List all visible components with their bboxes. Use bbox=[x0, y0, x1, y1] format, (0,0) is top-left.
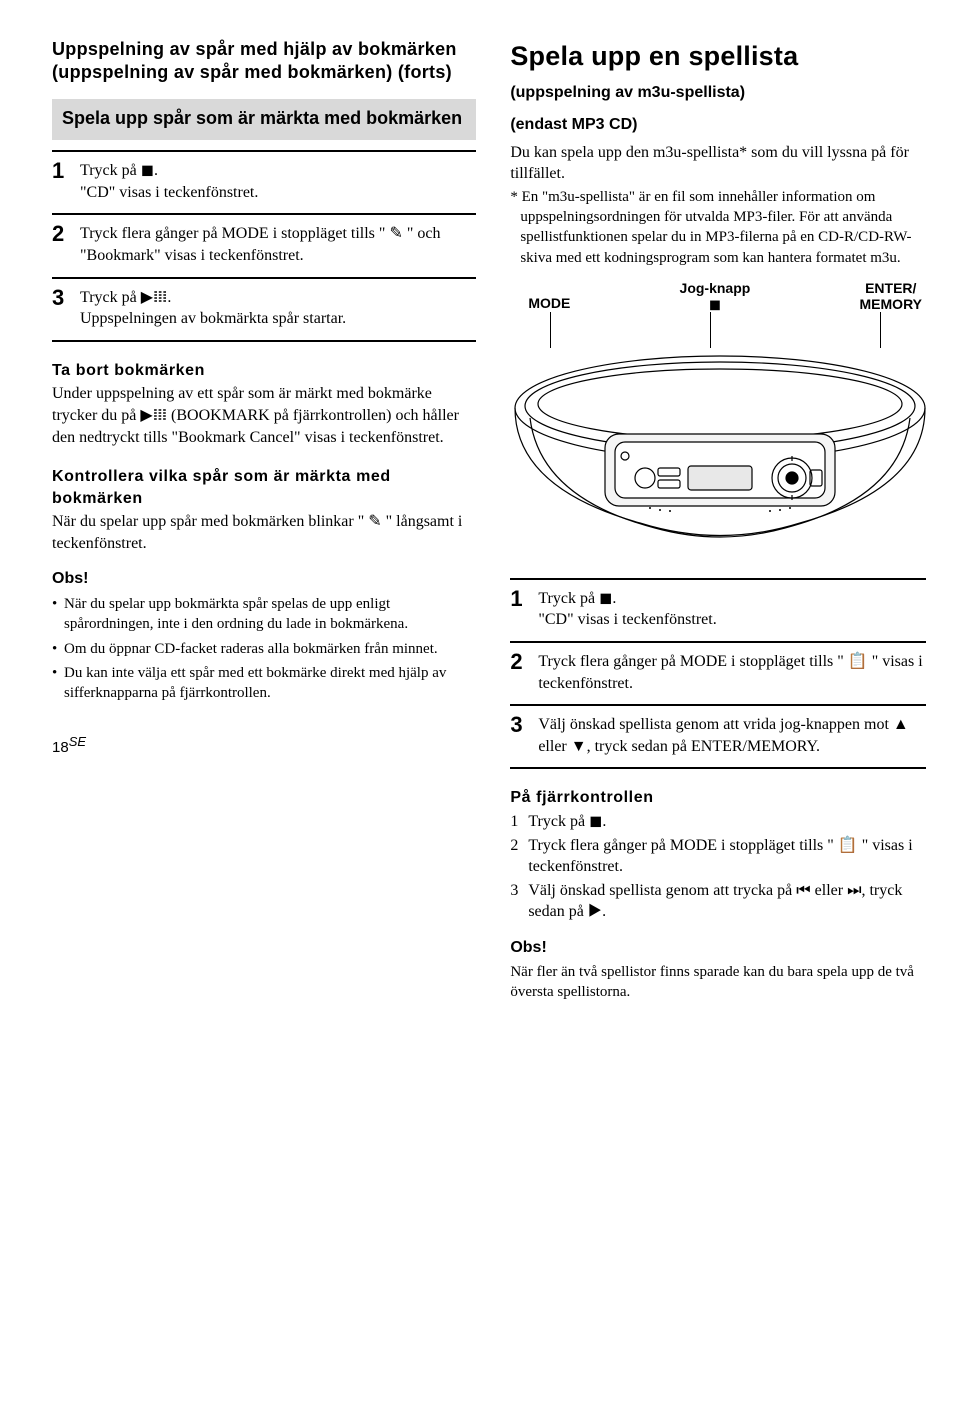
page-footer: 18SE bbox=[52, 733, 476, 758]
remote-step: 1Tryck på ◼. bbox=[510, 811, 926, 833]
step-item: Välj önskad spellista genom att vrida jo… bbox=[510, 706, 926, 769]
step-item: Tryck på ◼. "CD" visas i teckenfönstret. bbox=[52, 150, 476, 215]
page-suffix: SE bbox=[69, 734, 86, 749]
step-text: Tryck på ◼. "CD" visas i teckenfönstret. bbox=[80, 160, 476, 203]
obs-item: Du kan inte välja ett spår med ett bokmä… bbox=[52, 663, 476, 704]
step-item: Tryck på ◼. "CD" visas i teckenfönstret. bbox=[510, 578, 926, 643]
label-mode: MODE bbox=[528, 280, 570, 312]
step-text: Tryck flera gånger på MODE i stoppläget … bbox=[80, 223, 476, 266]
intro-para: Du kan spela upp den m3u-spellista* som … bbox=[510, 142, 926, 185]
step-text: Välj önskad spellista genom att vrida jo… bbox=[538, 714, 926, 757]
check-bookmarks-body: När du spelar upp spår med bokmärken bli… bbox=[52, 511, 476, 554]
step-text: Tryck flera gånger på MODE i stoppläget … bbox=[538, 651, 926, 694]
obs-item: När du spelar upp bokmärkta spår spelas … bbox=[52, 594, 476, 635]
steps-list-right: Tryck på ◼. "CD" visas i teckenfönstret.… bbox=[510, 578, 926, 770]
remote-step: 2Tryck flera gånger på MODE i stoppläget… bbox=[510, 835, 926, 878]
step-item: Tryck flera gånger på MODE i stoppläget … bbox=[510, 643, 926, 706]
remote-step: 3Välj önskad spellista genom att trycka … bbox=[510, 880, 926, 923]
footnote: * En "m3u-spellista" är en fil som inneh… bbox=[510, 187, 926, 268]
label-jog: Jog-knapp◼ bbox=[680, 280, 751, 312]
subtitle-2: (endast MP3 CD) bbox=[510, 114, 926, 136]
obs-list: När du spelar upp bokmärkta spår spelas … bbox=[52, 594, 476, 703]
steps-list-left: Tryck på ◼. "CD" visas i teckenfönstret.… bbox=[52, 150, 476, 342]
cd-player-illustration bbox=[510, 348, 930, 568]
remove-bookmarks-body: Under uppspelning av ett spår som är mär… bbox=[52, 383, 476, 448]
device-diagram: MODE Jog-knapp◼ ENTER/ MEMORY bbox=[510, 280, 926, 570]
step-item: Tryck flera gånger på MODE i stoppläget … bbox=[52, 215, 476, 278]
remote-steps: 1Tryck på ◼. 2Tryck flera gånger på MODE… bbox=[510, 811, 926, 923]
remote-heading: På fjärrkontrollen bbox=[510, 787, 926, 809]
label-enter: ENTER/ MEMORY bbox=[860, 280, 922, 312]
remove-bookmarks-heading: Ta bort bokmärken bbox=[52, 360, 476, 382]
highlighted-section: Spela upp spår som är märkta med bokmärk… bbox=[52, 99, 476, 140]
step-text: Tryck på ◼. "CD" visas i teckenfönstret. bbox=[538, 588, 926, 631]
obs2-heading: Obs! bbox=[510, 937, 926, 959]
page-heading-left: Uppspelning av spår med hjälp av bokmärk… bbox=[52, 38, 476, 85]
step-item: Tryck på ▶𝍖. Uppspelningen av bokmärkta … bbox=[52, 279, 476, 342]
page-number: 18 bbox=[52, 739, 69, 756]
obs2-body: När fler än två spellistor finns sparade… bbox=[510, 962, 926, 1003]
page-heading-right: Spela upp en spellista bbox=[510, 38, 926, 74]
step-text: Tryck på ▶𝍖. Uppspelningen av bokmärkta … bbox=[80, 287, 476, 330]
subtitle-1: (uppspelning av m3u-spellista) bbox=[510, 82, 926, 104]
check-bookmarks-heading: Kontrollera vilka spår som är märkta med… bbox=[52, 466, 476, 509]
obs-heading: Obs! bbox=[52, 568, 476, 590]
obs-item: Om du öppnar CD-facket raderas alla bokm… bbox=[52, 639, 476, 659]
grey-title: Spela upp spår som är märkta med bokmärk… bbox=[62, 107, 466, 130]
